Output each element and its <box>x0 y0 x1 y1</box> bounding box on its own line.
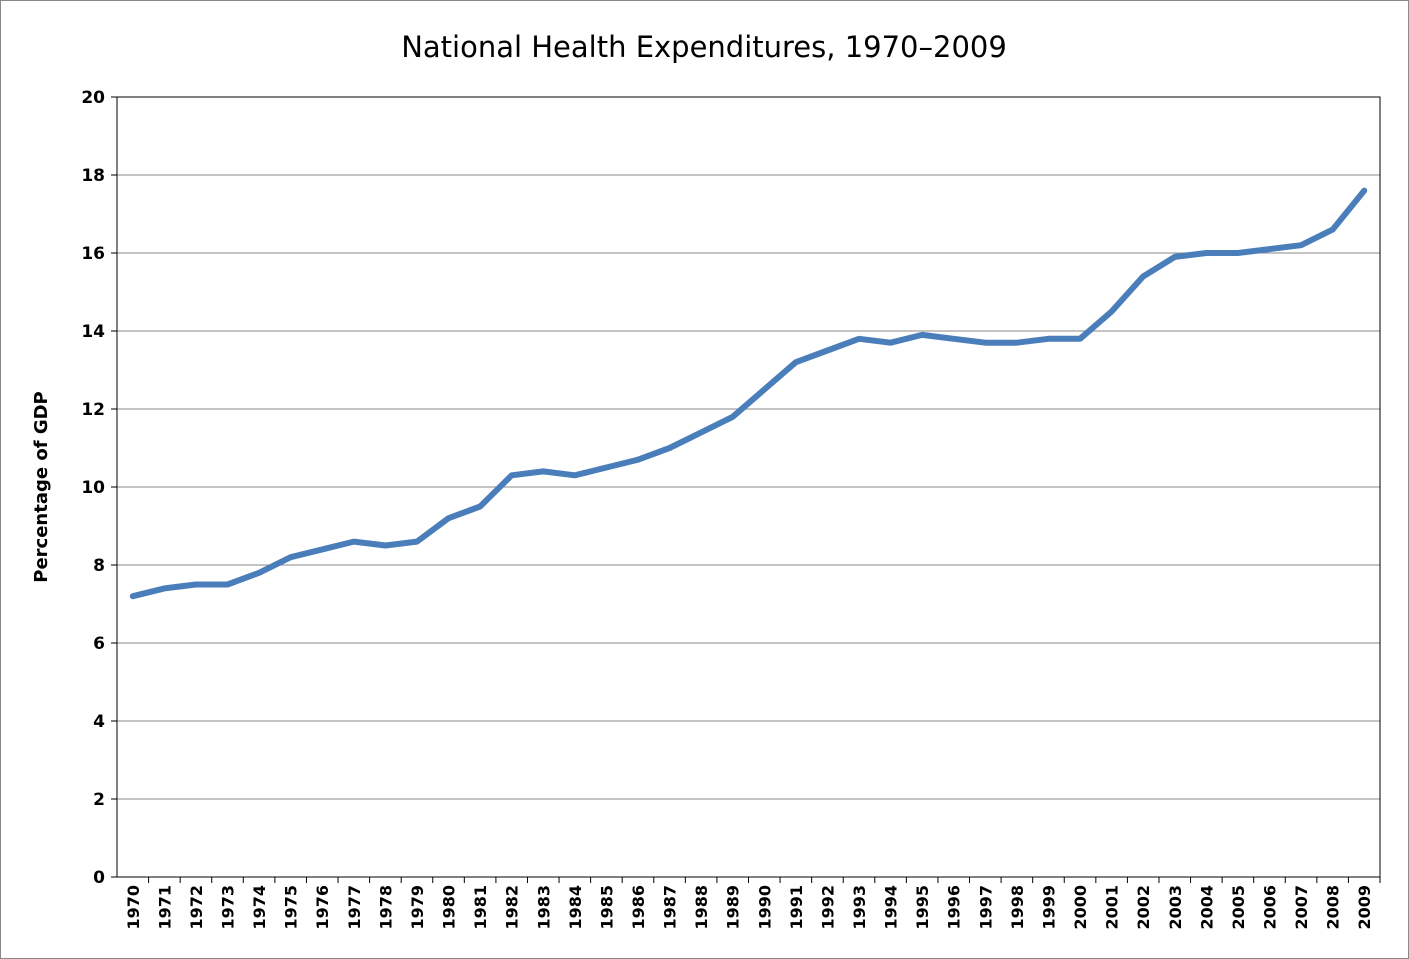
data-point <box>1079 338 1081 340</box>
data-point <box>637 459 639 461</box>
x-tick-label: 1983 <box>534 885 553 930</box>
data-point <box>1111 311 1113 312</box>
x-tick-label: 1996 <box>945 885 964 930</box>
x-tick-label: 2000 <box>1071 885 1090 930</box>
data-point <box>858 338 860 340</box>
x-tick-label: 2009 <box>1355 885 1374 930</box>
x-tick-label: 1995 <box>913 885 932 930</box>
x-tick-label: 1974 <box>250 885 269 930</box>
data-point <box>890 342 892 344</box>
y-tick-label: 14 <box>81 322 105 342</box>
data-point <box>605 467 607 468</box>
data-point <box>700 431 702 433</box>
x-tick-label: 1978 <box>376 885 395 930</box>
data-point <box>290 556 292 558</box>
data-point <box>163 587 165 589</box>
x-tick-label: 1987 <box>661 885 680 930</box>
data-point <box>448 517 450 519</box>
y-tick-label: 6 <box>93 634 105 654</box>
y-tick-label: 8 <box>93 556 105 576</box>
x-tick-label: 1999 <box>1039 885 1058 930</box>
x-tick-label: 1977 <box>345 885 364 930</box>
data-point <box>669 447 671 449</box>
data-point <box>1205 252 1207 254</box>
x-tick-label: 1975 <box>282 885 301 930</box>
x-tick-label: 1982 <box>503 885 522 930</box>
data-point <box>763 389 765 390</box>
y-tick-label: 20 <box>81 88 105 108</box>
x-tick-label: 1980 <box>440 885 459 930</box>
data-point <box>921 334 923 336</box>
data-point <box>258 572 260 574</box>
data-point <box>1047 338 1049 340</box>
y-tick-label: 10 <box>81 478 105 498</box>
x-tick-label: 2005 <box>1229 885 1248 930</box>
x-tick-label: 1992 <box>818 885 837 930</box>
series-line <box>129 187 1368 600</box>
y-tick-label: 2 <box>93 790 105 810</box>
x-tick-label: 1981 <box>471 885 490 930</box>
data-point <box>1237 252 1239 254</box>
x-tick-label: 1998 <box>1008 885 1027 930</box>
data-point <box>321 548 323 550</box>
y-tick-label: 16 <box>81 244 105 264</box>
y-tick-label: 12 <box>81 400 105 420</box>
data-point <box>1300 244 1302 246</box>
x-tick-label: 1994 <box>882 885 901 930</box>
data-point <box>795 361 797 363</box>
x-tick-label: 1997 <box>976 885 995 930</box>
data-point <box>384 545 386 546</box>
x-tick-label: 2003 <box>1166 885 1185 930</box>
y-tick-label: 4 <box>93 712 105 732</box>
data-point <box>1174 256 1176 258</box>
x-tick-label: 2008 <box>1324 885 1343 930</box>
y-axis-label: Percentage of GDP <box>31 391 52 582</box>
x-tick-label: 2004 <box>1197 885 1216 930</box>
data-point <box>479 506 481 507</box>
x-tick-label: 1991 <box>787 885 806 930</box>
data-point <box>953 338 955 340</box>
data-point <box>353 541 355 543</box>
data-point <box>732 416 734 418</box>
y-tick-label: 18 <box>81 166 105 186</box>
data-point <box>1016 342 1018 344</box>
x-tick-label: 2002 <box>1134 885 1153 930</box>
data-point <box>416 541 418 543</box>
x-tick-label: 1989 <box>724 885 743 930</box>
x-tick-label: 1990 <box>755 885 774 930</box>
x-tick-label: 1985 <box>597 885 616 930</box>
data-point <box>1332 229 1334 231</box>
x-tick-label: 1972 <box>187 885 206 930</box>
data-point <box>1142 275 1144 277</box>
data-point <box>132 595 134 597</box>
x-tick-label: 2001 <box>1103 885 1122 930</box>
data-point <box>195 584 197 585</box>
data-point <box>542 470 544 472</box>
data-point <box>227 584 229 585</box>
x-tick-label: 1988 <box>692 885 711 930</box>
x-tick-label: 1979 <box>408 885 427 930</box>
x-tick-label: 1973 <box>219 885 238 930</box>
data-point <box>984 342 986 344</box>
data-point <box>574 474 576 476</box>
x-tick-label: 2007 <box>1292 885 1311 930</box>
x-tick-label: 1970 <box>124 885 143 930</box>
data-point <box>1268 248 1270 250</box>
y-tick-label: 0 <box>93 868 105 888</box>
data-point <box>1363 190 1365 192</box>
chart-title: National Health Expenditures, 1970–2009 <box>401 30 1007 64</box>
x-tick-label: 1976 <box>313 885 332 930</box>
x-tick-label: 1993 <box>850 885 869 930</box>
data-point <box>511 474 513 476</box>
x-tick-label: 1984 <box>566 885 585 930</box>
x-tick-label: 2006 <box>1260 885 1279 930</box>
x-tick-label: 1971 <box>155 885 174 930</box>
data-point <box>826 350 828 351</box>
x-tick-label: 1986 <box>629 885 648 930</box>
